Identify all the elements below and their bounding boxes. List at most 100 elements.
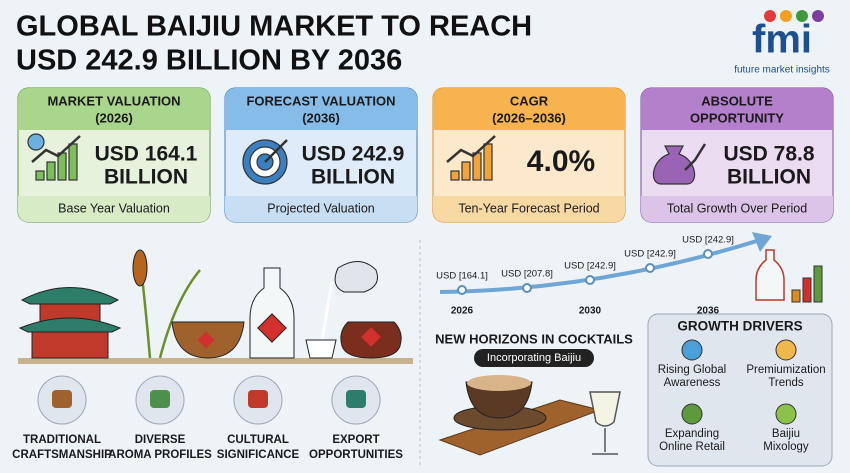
- icon-arrow: [684, 143, 707, 171]
- cocktails-pill: [474, 349, 594, 367]
- logo-dot: [812, 10, 824, 22]
- timeline-year: 2036: [697, 306, 720, 317]
- pagoda-roof-2: [18, 317, 122, 333]
- driver-label: Premiumization: [746, 364, 825, 376]
- timeline-label: USD [207.8]: [501, 269, 553, 280]
- logo-tagline: future market insights: [734, 65, 830, 76]
- logo-dot: [764, 10, 776, 22]
- driver-icon: [681, 339, 703, 361]
- driver-label: Trends: [768, 377, 804, 389]
- feature-label: OPPORTUNITIES: [309, 449, 403, 461]
- timeline-arrowhead: [752, 232, 772, 252]
- feature-glyph: [52, 390, 72, 408]
- timeline-label: USD [164.1]: [436, 271, 488, 282]
- icon-globe: [27, 133, 45, 151]
- card-footer: [18, 196, 210, 222]
- feature-label: SIGNIFICANCE: [217, 449, 300, 461]
- mini-bottle: [755, 249, 785, 301]
- card-value: USD 242.9: [302, 143, 405, 166]
- icon-bar: [450, 170, 460, 181]
- card-footer-text: Base Year Valuation: [58, 201, 170, 215]
- card-value: USD 78.8: [723, 143, 814, 166]
- pagoda-base: [31, 331, 109, 359]
- pagoda-roof: [20, 287, 120, 305]
- bowl-diamond: [197, 331, 215, 349]
- timeline-label: USD [242.9]: [564, 261, 616, 272]
- feature-label: TRADITIONAL: [23, 434, 101, 446]
- card-footer: [225, 196, 417, 222]
- feature-label: CRAFTSMANSHIP: [12, 449, 112, 461]
- card-footer-text: Total Growth Over Period: [667, 201, 807, 215]
- card-footer: [641, 196, 833, 222]
- card-footer-text: Ten-Year Forecast Period: [458, 201, 599, 215]
- cup: [305, 339, 337, 359]
- icon-bar: [57, 152, 67, 181]
- feature-label: AROMA PROFILES: [108, 449, 212, 461]
- teapot: [334, 261, 378, 293]
- driver-label: Online Retail: [659, 441, 725, 453]
- card-value: BILLION: [311, 166, 395, 189]
- driver-icon: [775, 339, 797, 361]
- feature-glyph: [150, 390, 170, 408]
- card-value: 4.0%: [527, 145, 595, 178]
- mini-bar: [813, 265, 823, 303]
- icon-bar: [35, 170, 45, 181]
- feature-label: DIVERSE: [135, 434, 186, 446]
- timeline-point: [645, 263, 655, 273]
- feature-glyph: [346, 390, 366, 408]
- driver-icon: [681, 403, 703, 425]
- card-value: BILLION: [104, 166, 188, 189]
- ground: [18, 358, 413, 364]
- card-header: [433, 88, 625, 130]
- feature-label: EXPORT: [332, 434, 379, 446]
- cocktails-subtitle: Incorporating Baijiu: [487, 352, 581, 364]
- logo-brand: fmi: [752, 18, 812, 62]
- title-line: USD 242.9 BILLION BY 2036: [16, 45, 402, 77]
- timeline-curve: [439, 238, 761, 294]
- timeline-year: 2030: [579, 306, 602, 317]
- title-line: GLOBAL BAIJIU MARKET TO REACH: [16, 11, 532, 43]
- icon-bar: [483, 143, 493, 181]
- icon-arrow: [31, 135, 81, 163]
- card-title: (2026): [95, 110, 133, 125]
- driver-label: Awareness: [664, 377, 721, 389]
- card-header: [18, 88, 210, 130]
- feature-glyph: [248, 390, 268, 408]
- mini-bar: [791, 289, 801, 303]
- card-title: OPPORTUNITY: [690, 110, 784, 125]
- card-header: [225, 88, 417, 130]
- logo-dot: [780, 10, 792, 22]
- cocktails-title: NEW HORIZONS IN COCKTAILS: [435, 331, 633, 346]
- driver-label: Rising Global: [658, 364, 726, 376]
- card-title: FORECAST VALUATION: [246, 93, 395, 108]
- driver-label: Mixology: [763, 441, 809, 453]
- card-title: ABSOLUTE: [701, 93, 773, 108]
- icon-dart: [264, 139, 288, 163]
- cocktail-glass: [589, 391, 621, 455]
- driver-label: Baijiu: [772, 428, 800, 440]
- timeline-point: [585, 275, 595, 285]
- icon-bar: [46, 161, 56, 181]
- wheat-head: [132, 249, 148, 287]
- drivers-title: GROWTH DRIVERS: [677, 319, 802, 334]
- mini-bar: [802, 277, 812, 303]
- timeline-label: USD [242.9]: [624, 249, 676, 260]
- driver-label: Expanding: [665, 428, 719, 440]
- card-value: USD 164.1: [95, 143, 198, 166]
- card-title: (2036): [302, 110, 340, 125]
- icon-bar: [461, 161, 471, 181]
- timeline-label: USD [242.9]: [682, 235, 734, 246]
- card-title: CAGR: [510, 93, 549, 108]
- coffee-cup: [465, 381, 533, 419]
- card-title: (2026–2036): [492, 110, 566, 125]
- pour: [320, 281, 334, 341]
- icon-bar: [472, 152, 482, 181]
- card-footer: [433, 196, 625, 222]
- latte: [467, 375, 531, 391]
- jar-label: [361, 327, 381, 347]
- feature-label: CULTURAL: [227, 434, 289, 446]
- timeline-point: [703, 249, 713, 259]
- card-title: MARKET VALUATION: [47, 93, 180, 108]
